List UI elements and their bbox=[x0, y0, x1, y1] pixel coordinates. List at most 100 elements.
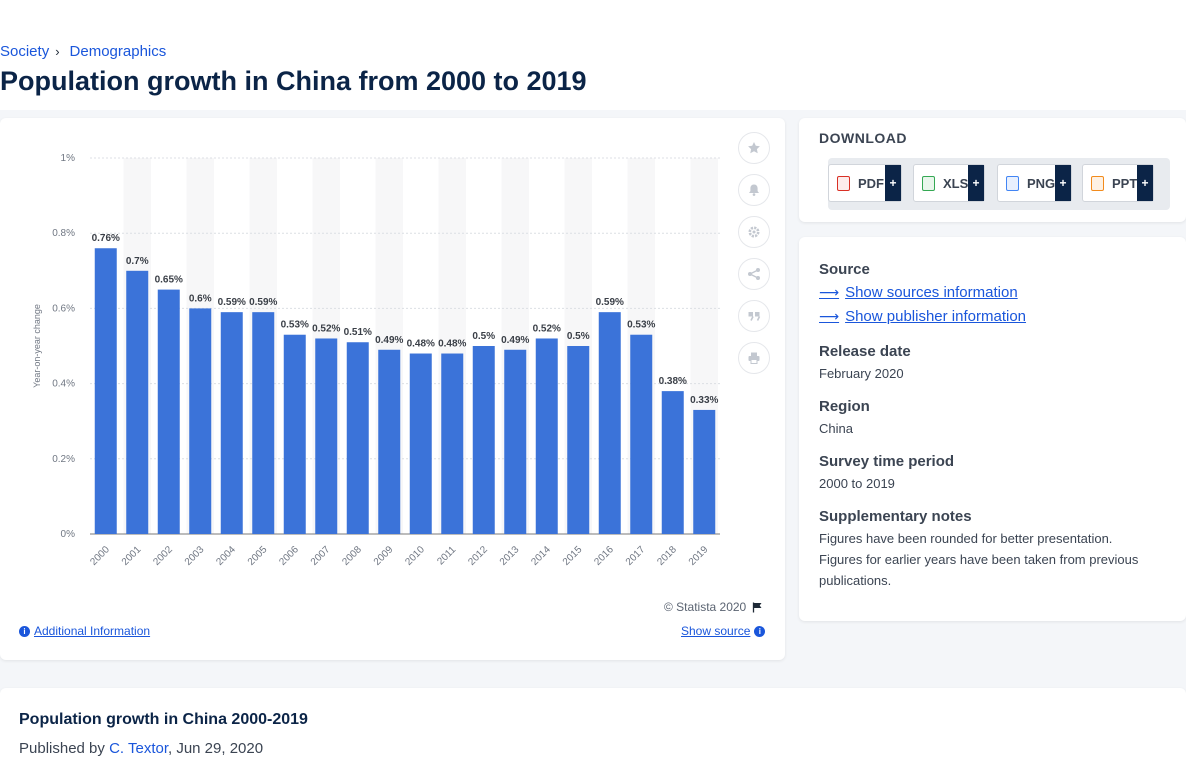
download-png-label: PNG bbox=[1027, 175, 1056, 191]
source-heading: Source bbox=[819, 261, 870, 278]
ppt-file-icon bbox=[1091, 175, 1104, 191]
breadcrumb-demographics[interactable]: Demographics bbox=[69, 43, 167, 60]
data-label: 0.59% bbox=[218, 297, 246, 308]
info-icon: i bbox=[754, 625, 766, 637]
breadcrumb-separator: › bbox=[55, 44, 60, 59]
bar bbox=[504, 349, 527, 534]
download-pdf-plus[interactable]: + bbox=[885, 165, 901, 201]
info-icon: i bbox=[19, 625, 30, 637]
flag-icon[interactable] bbox=[752, 602, 763, 613]
download-xls-button[interactable]: XLS + bbox=[913, 164, 985, 202]
quote-icon[interactable] bbox=[738, 300, 770, 332]
release-date-heading: Release date bbox=[819, 343, 911, 360]
show-sources-link[interactable]: ⟶ Show sources information bbox=[819, 284, 1018, 301]
description-card: Population growth in China 2000-2019 Pub… bbox=[0, 688, 1186, 760]
data-label: 0.48% bbox=[407, 339, 435, 350]
data-label: 0.59% bbox=[596, 297, 624, 308]
bar bbox=[567, 346, 590, 534]
y-tick-label: 0.8% bbox=[52, 228, 75, 239]
bar bbox=[94, 248, 117, 535]
supplementary-notes-value: Figures have been rounded for better pre… bbox=[819, 531, 1139, 588]
show-source-link[interactable]: Show source i bbox=[681, 624, 766, 638]
copyright-text: © Statista 2020 bbox=[664, 600, 747, 614]
data-label: 0.52% bbox=[533, 323, 561, 334]
bar bbox=[315, 338, 338, 534]
x-tick-label: 2001 bbox=[120, 544, 144, 568]
gear-icon[interactable] bbox=[738, 216, 770, 248]
print-icon[interactable] bbox=[738, 342, 770, 374]
chart-toolbar bbox=[738, 132, 770, 374]
data-label: 0.7% bbox=[126, 256, 149, 267]
bar bbox=[346, 342, 369, 534]
download-pdf-button[interactable]: PDF + bbox=[828, 164, 902, 202]
show-publisher-label: Show publisher information bbox=[845, 308, 1027, 325]
description-title: Population growth in China 2000-2019 bbox=[19, 711, 308, 728]
release-date-value: February 2020 bbox=[819, 366, 904, 381]
survey-period-heading: Survey time period bbox=[819, 453, 955, 470]
star-icon[interactable] bbox=[738, 132, 770, 164]
download-ppt-button[interactable]: PPT + bbox=[1082, 164, 1154, 202]
x-tick-label: 2006 bbox=[277, 544, 301, 568]
data-label: 0.53% bbox=[281, 320, 309, 331]
show-source-label: Show source bbox=[681, 624, 751, 638]
download-pdf-label: PDF bbox=[858, 175, 884, 191]
y-tick-label: 1% bbox=[61, 153, 76, 164]
breadcrumb-society[interactable]: Society bbox=[0, 43, 50, 60]
bar bbox=[157, 289, 180, 534]
data-label: 0.33% bbox=[690, 395, 718, 406]
x-tick-label: 2007 bbox=[309, 544, 333, 568]
x-tick-label: 2002 bbox=[151, 544, 175, 568]
published-prefix: Published by bbox=[19, 740, 105, 757]
data-label: 0.76% bbox=[92, 233, 120, 244]
bar bbox=[598, 312, 621, 534]
share-icon[interactable] bbox=[738, 258, 770, 290]
x-tick-label: 2008 bbox=[340, 544, 364, 568]
pdf-file-icon bbox=[837, 175, 850, 191]
breadcrumb: Society › Demographics bbox=[0, 43, 166, 60]
bell-icon[interactable] bbox=[738, 174, 770, 206]
data-label: 0.48% bbox=[438, 339, 466, 350]
y-tick-label: 0% bbox=[61, 529, 76, 540]
data-label: 0.65% bbox=[155, 275, 183, 286]
bar bbox=[378, 349, 401, 534]
x-tick-label: 2017 bbox=[624, 544, 648, 568]
x-tick-label: 2014 bbox=[529, 544, 553, 568]
download-ppt-plus[interactable]: + bbox=[1137, 165, 1153, 201]
chart-card: 0% 0.2% 0.4% 0.6% 0.8% 1% Year-on-year change 0… bbox=[0, 118, 785, 660]
png-file-icon bbox=[1006, 175, 1019, 191]
bar bbox=[189, 308, 212, 534]
author-link[interactable]: C. Textor bbox=[109, 740, 168, 757]
download-png-button[interactable]: PNG + bbox=[997, 164, 1072, 202]
show-publisher-link[interactable]: ⟶ Show publisher information bbox=[819, 308, 1026, 325]
published-by: Published by C. Textor, Jun 29, 2020 bbox=[19, 740, 263, 757]
x-tick-label: 2019 bbox=[687, 544, 711, 568]
xls-file-icon bbox=[922, 175, 935, 191]
arrow-right-icon: ⟶ bbox=[819, 284, 840, 300]
region-value: China bbox=[819, 421, 853, 436]
supplementary-notes-heading: Supplementary notes bbox=[819, 508, 972, 525]
additional-info-link[interactable]: i Additional Information bbox=[19, 624, 150, 638]
x-tick-label: 2015 bbox=[561, 544, 585, 568]
download-card: DOWNLOAD PDF + XLS + PNG + PPT + bbox=[799, 118, 1186, 222]
bar bbox=[409, 353, 432, 534]
download-xls-plus[interactable]: + bbox=[968, 165, 984, 201]
show-sources-label: Show sources information bbox=[845, 284, 1018, 301]
download-title: DOWNLOAD bbox=[819, 130, 907, 146]
download-xls-label: XLS bbox=[943, 175, 969, 191]
x-tick-label: 2005 bbox=[246, 544, 270, 568]
x-tick-label: 2018 bbox=[655, 544, 679, 568]
x-tick-label: 2000 bbox=[88, 544, 112, 568]
bar bbox=[693, 409, 716, 534]
x-tick-label: 2010 bbox=[403, 544, 427, 568]
arrow-right-icon: ⟶ bbox=[819, 308, 840, 324]
bar bbox=[126, 270, 149, 534]
x-tick-label: 2013 bbox=[498, 544, 522, 568]
bar bbox=[252, 312, 275, 534]
bar bbox=[472, 346, 495, 534]
download-png-plus[interactable]: + bbox=[1055, 165, 1071, 201]
data-label: 0.49% bbox=[375, 335, 403, 346]
download-ppt-label: PPT bbox=[1112, 175, 1138, 191]
y-tick-label: 0.2% bbox=[52, 454, 75, 465]
data-label: 0.53% bbox=[627, 320, 655, 331]
download-buttons: PDF + XLS + PNG + PPT + bbox=[828, 158, 1170, 210]
